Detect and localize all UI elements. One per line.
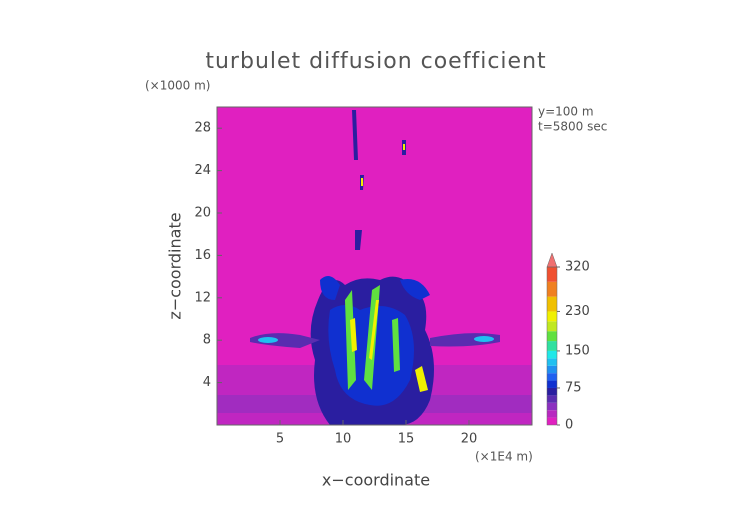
colorbar-tick-label: 0 — [565, 418, 573, 433]
colorbar-tick-label: 230 — [565, 304, 590, 319]
colorbar-band — [547, 296, 557, 312]
colorbar-band — [547, 417, 557, 425]
colorbar-band — [547, 410, 557, 418]
y-tick-label: 20 — [194, 206, 211, 221]
colorbar-band — [547, 321, 557, 332]
contour-field — [217, 107, 532, 425]
y-tick-label: 28 — [194, 121, 211, 136]
colorbar-band — [547, 311, 557, 322]
field-region — [350, 300, 428, 392]
y-unit: (×1000 m) — [145, 79, 210, 93]
colorbar-tick-label: 75 — [565, 380, 582, 395]
y-tick-label: 8 — [203, 333, 211, 348]
colorbar-band — [547, 380, 557, 388]
x-tick-label: 15 — [398, 432, 415, 447]
field-region — [258, 337, 278, 343]
x-tick-label: 5 — [276, 432, 284, 447]
y-axis-label: z−coordinate — [166, 212, 185, 319]
colorbar-band — [547, 365, 557, 374]
plot-frame — [216, 106, 533, 426]
y-tick-label: 16 — [194, 248, 211, 263]
colorbar-tick-label: 150 — [565, 343, 590, 358]
colorbar-band — [547, 267, 557, 282]
x-tick-label: 20 — [461, 432, 478, 447]
colorbar-band — [547, 350, 557, 359]
annotation: y=100 m — [538, 105, 594, 119]
colorbar-tick-label: 320 — [565, 260, 590, 275]
colorbar-band — [547, 373, 557, 381]
field-region — [320, 276, 430, 300]
chart-title: turbulet diffusion coefficient — [205, 49, 546, 74]
x-axis-label: x−coordinate — [322, 471, 430, 490]
colorbar-band — [547, 395, 557, 403]
colorbar-band — [547, 331, 557, 342]
x-unit: (×1E4 m) — [475, 450, 533, 464]
y-tick-label: 4 — [203, 375, 211, 390]
colorbar-band — [547, 281, 557, 297]
y-tick-label: 24 — [194, 163, 211, 178]
field-region — [250, 333, 500, 348]
x-tick-label: 10 — [335, 432, 352, 447]
colorbar-band — [547, 358, 557, 366]
field-region — [474, 336, 494, 342]
y-tick-label: 12 — [194, 290, 211, 305]
colorbar-band — [547, 387, 557, 396]
colorbar-frame — [546, 266, 558, 426]
colorbar-band — [547, 341, 557, 351]
colorbar-band — [547, 402, 557, 411]
annotation: t=5800 sec — [538, 120, 607, 134]
colorbar-extend — [546, 252, 558, 268]
